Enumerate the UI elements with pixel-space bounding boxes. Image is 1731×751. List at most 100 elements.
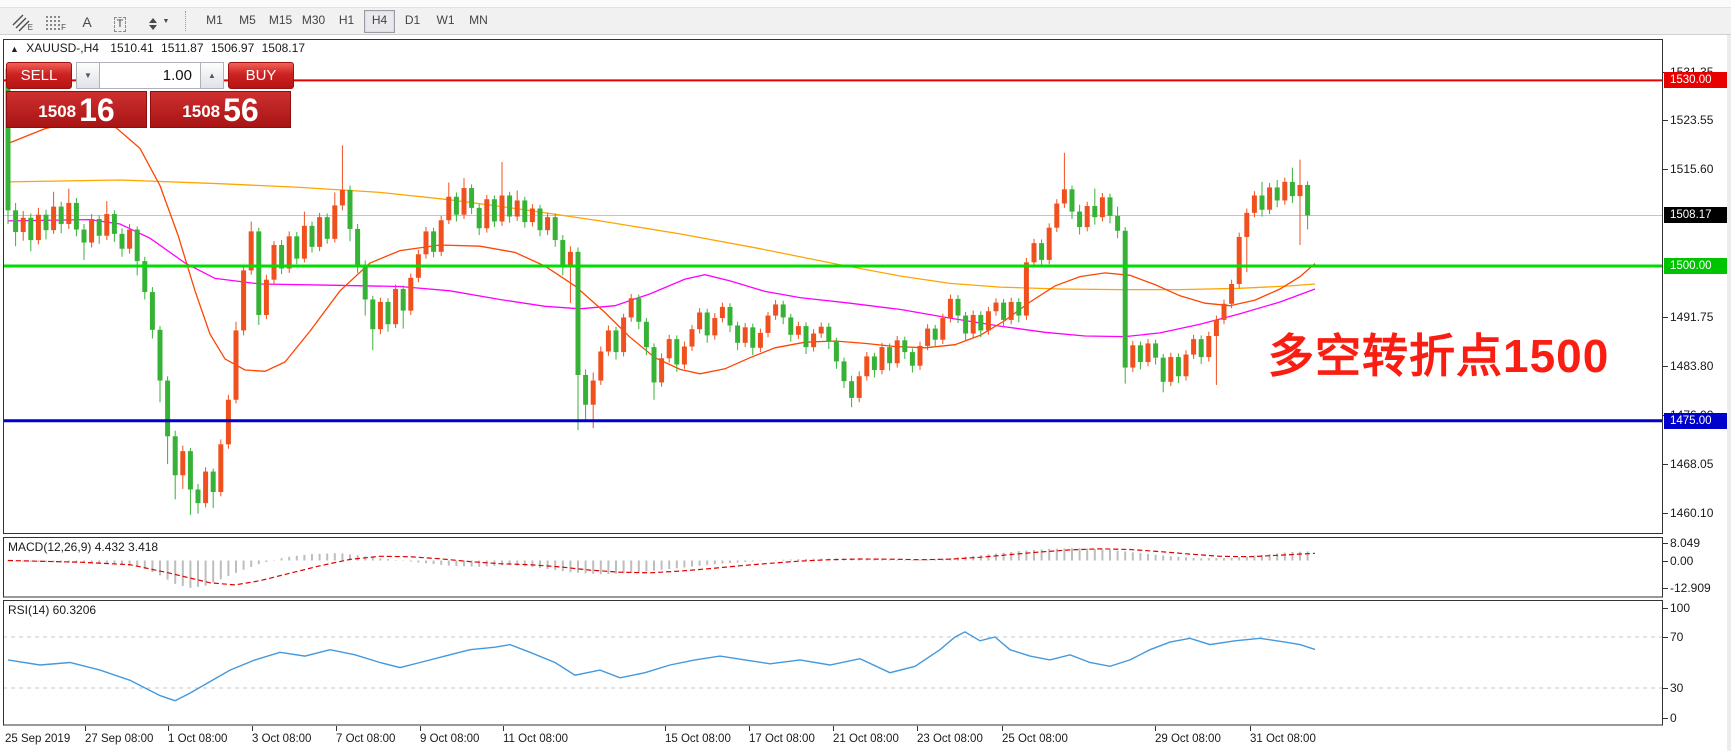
chart-ohlc-header: ▲ XAUUSD-,H4 1510.41 1511.87 1506.97 150… — [10, 41, 305, 55]
date-axis-label: 25 Sep 2019 — [5, 733, 71, 745]
window-top-strip — [0, 0, 1731, 8]
timeframe-button-H1[interactable]: H1 — [338, 12, 355, 27]
buy-button[interactable]: BUY — [228, 62, 294, 89]
timeframe-button-D1[interactable]: D1 — [404, 12, 421, 27]
high-value: 1511.87 — [161, 41, 204, 55]
date-axis-label: 21 Oct 08:00 — [833, 733, 899, 745]
rsi-axis-tick — [1663, 608, 1668, 609]
rsi-indicator-label: RSI(14) 60.3206 — [8, 603, 97, 617]
bid-price-main: 1508 — [38, 102, 77, 121]
equidistant-channel-icon[interactable]: E — [8, 10, 34, 32]
rsi-axis-tick — [1663, 688, 1668, 689]
price-axis-label: 1523.55 — [1670, 113, 1714, 127]
rsi-line — [7, 631, 1316, 702]
ask-price-main: 1508 — [182, 102, 221, 121]
date-axis-tick — [503, 726, 504, 731]
text-label-icon[interactable]: A — [82, 14, 92, 30]
ma-magenta — [7, 218, 1316, 338]
date-axis-label: 29 Oct 08:00 — [1155, 733, 1221, 745]
rsi-axis-label: 30 — [1670, 681, 1684, 695]
volume-decrease-button[interactable]: ▼ — [76, 62, 100, 89]
collapse-triangle-icon[interactable]: ▲ — [10, 44, 19, 54]
timeframe-button-H4[interactable]: H4 — [364, 9, 395, 33]
price-axis-label: 1491.75 — [1670, 310, 1714, 324]
date-axis-tick — [917, 726, 918, 731]
timeframe-button-M5[interactable]: M5 — [239, 12, 256, 27]
open-value: 1510.41 — [110, 41, 154, 55]
sell-button[interactable]: SELL — [6, 62, 72, 89]
date-axis-tick — [1250, 726, 1251, 731]
volume-stepper: ▼ ▲ — [76, 62, 224, 89]
tool-sub-label: E — [27, 23, 33, 32]
fibonacci-icon[interactable]: F — [41, 10, 67, 32]
timeframe-button-MN[interactable]: MN — [469, 12, 488, 27]
rsi-axis-label: 70 — [1670, 630, 1684, 644]
timeframe-group: M1 M5 M15 M30 H1 H4 D1 W1 MN — [199, 9, 496, 33]
text-tool-icon[interactable]: T — [107, 10, 133, 32]
rsi-axis-tick — [1663, 637, 1668, 638]
timeframe-button-M1[interactable]: M1 — [206, 12, 223, 27]
price-axis-label: 1483.80 — [1670, 359, 1714, 373]
price-axis-tick — [1663, 464, 1668, 465]
rsi-axis-label: 0 — [1670, 711, 1677, 725]
ask-price-box[interactable]: 1508 56 — [150, 91, 291, 128]
symbol-label: XAUUSD-,H4 — [26, 41, 99, 55]
date-axis-label: 31 Oct 08:00 — [1250, 733, 1316, 745]
timeframe-button-M15[interactable]: M15 — [268, 12, 293, 27]
ma-orange — [7, 179, 1316, 291]
window-right-edge — [1727, 35, 1731, 751]
macd-signal-line — [7, 548, 1316, 586]
macd-axis-label: 8.049 — [1670, 536, 1701, 550]
date-axis-label: 15 Oct 08:00 — [665, 733, 731, 745]
date-axis-tick — [1002, 726, 1003, 731]
price-axis-tick — [1663, 317, 1668, 318]
price-badge-1508.17: 1508.17 — [1664, 207, 1730, 223]
dropdown-caret-icon: ▼ — [162, 17, 170, 25]
date-axis-label: 1 Oct 08:00 — [168, 733, 228, 745]
date-axis-label: 23 Oct 08:00 — [917, 733, 983, 745]
price-axis-tick — [1663, 120, 1668, 121]
date-axis-tick — [336, 726, 337, 731]
chart-annotation-text: 多空转折点1500 — [1268, 330, 1610, 382]
timeframe-button-W1[interactable]: W1 — [436, 12, 455, 27]
date-axis-label: 25 Oct 08:00 — [1002, 733, 1068, 745]
date-axis-tick — [168, 726, 169, 731]
rsi-axis-tick — [1663, 718, 1668, 719]
date-axis-tick — [749, 726, 750, 731]
date-axis-tick — [420, 726, 421, 731]
volume-input[interactable] — [100, 62, 200, 89]
date-axis-label: 7 Oct 08:00 — [336, 733, 396, 745]
date-axis-tick — [252, 726, 253, 731]
price-axis-tick — [1663, 513, 1668, 514]
timeframe-button-M30[interactable]: M30 — [301, 12, 326, 27]
price-axis-tick — [1663, 366, 1668, 367]
date-axis-label: 27 Sep 08:00 — [85, 733, 154, 745]
bid-price-box[interactable]: 1508 16 — [6, 91, 147, 128]
price-axis-tick — [1663, 169, 1668, 170]
tool-sub-label: F — [61, 23, 66, 32]
macd-axis-label: -12.909 — [1670, 581, 1711, 595]
low-value: 1506.97 — [210, 41, 255, 55]
bid-price-pips: 16 — [79, 92, 115, 129]
price-badge-1475.00: 1475.00 — [1664, 413, 1730, 429]
price-axis-label: 1468.05 — [1670, 457, 1714, 471]
date-axis-label: 9 Oct 08:00 — [420, 733, 480, 745]
main-toolbar: E F A T ▼ M1 M5 M15 M30 H1 H4 D1 W1 MN — [0, 8, 1731, 35]
volume-increase-button[interactable]: ▲ — [200, 62, 224, 89]
ask-price-pips: 56 — [223, 92, 259, 129]
date-axis-tick — [1155, 726, 1156, 731]
close-value: 1508.17 — [261, 41, 305, 55]
price-axis-label: 1515.60 — [1670, 162, 1714, 176]
macd-axis-tick — [1663, 543, 1668, 544]
date-axis-label: 3 Oct 08:00 — [252, 733, 312, 745]
rsi-axis-label: 100 — [1670, 601, 1691, 615]
arrows-tool-icon[interactable]: ▼ — [140, 10, 174, 32]
price-badge-1530.00: 1530.00 — [1664, 72, 1730, 88]
macd-indicator-label: MACD(12,26,9) 4.432 3.418 — [8, 540, 159, 554]
date-axis-tick — [85, 726, 86, 731]
date-axis-label: 11 Oct 08:00 — [503, 733, 568, 745]
price-axis-label: 1460.10 — [1670, 506, 1714, 520]
macd-axis-label: 0.00 — [1670, 554, 1694, 568]
